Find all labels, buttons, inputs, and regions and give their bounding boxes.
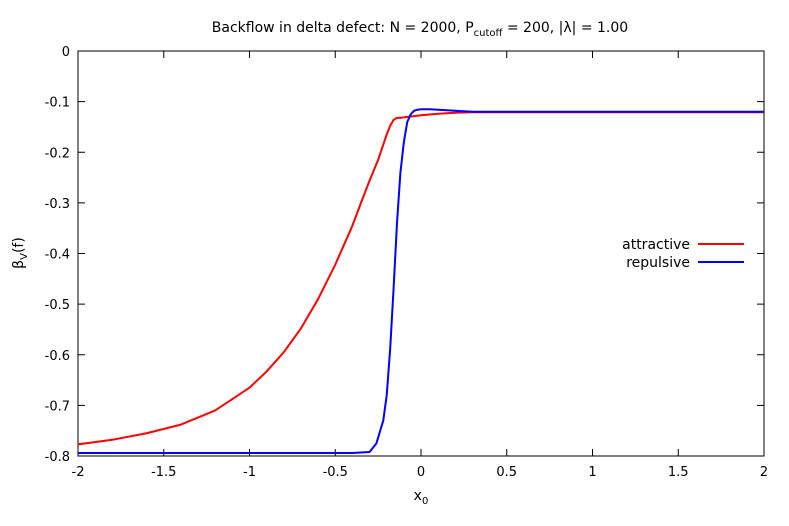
x-axis-label: x0	[414, 488, 429, 507]
y-tick-label: -0.4	[45, 248, 70, 263]
y-tick-label: -0.2	[45, 146, 70, 161]
x-tick-label: 1	[588, 465, 596, 480]
y-axis-label: βV(f)	[11, 237, 30, 269]
x-axis-ticks: -2 -1.5 -1 -0.5 0 0.5 1 1.5 2	[72, 51, 768, 480]
x-tick-label: 0.5	[496, 465, 517, 480]
x-tick-label: 0	[417, 465, 425, 480]
title-prefix: Backflow in delta defect: N = 2000, P	[212, 20, 474, 36]
title-suffix: = 200, |λ| = 1.00	[502, 20, 628, 36]
x-tick-label: 1.5	[668, 465, 689, 480]
x-tick-label: -0.5	[323, 465, 348, 480]
x-tick-label: 2	[760, 465, 768, 480]
y-tick-label: 0	[62, 45, 70, 60]
series-layer	[77, 108, 764, 454]
ylabel-suffix: (f)	[11, 237, 27, 253]
legend: attractive repulsive	[622, 237, 744, 271]
y-tick-label: -0.1	[45, 96, 70, 111]
y-tick-label: -0.3	[45, 197, 70, 212]
x-tick-label: -1.5	[151, 465, 176, 480]
xlabel-base: x	[414, 488, 422, 504]
y-tick-label: -0.7	[45, 399, 70, 414]
legend-label-attractive: attractive	[622, 237, 690, 253]
y-axis-ticks: 0 -0.1 -0.2 -0.3 -0.4 -0.5 -0.6 -0.7 -0.8	[45, 45, 764, 465]
xlabel-subscript: 0	[422, 496, 428, 507]
chart-title: Backflow in delta defect: N = 2000, Pcut…	[212, 20, 628, 39]
series-line-attractive	[77, 111, 764, 446]
title-subscript: cutoff	[474, 28, 504, 39]
x-tick-label: -2	[72, 465, 85, 480]
y-tick-label: -0.8	[45, 450, 70, 465]
series-line-repulsive	[78, 108, 764, 454]
legend-label-repulsive: repulsive	[626, 255, 690, 271]
ylabel-base: β	[11, 260, 27, 269]
y-tick-label: -0.5	[45, 298, 70, 313]
y-tick-label: -0.6	[45, 349, 70, 364]
ylabel-subscript: V	[19, 253, 30, 260]
x-tick-label: -1	[243, 465, 256, 480]
